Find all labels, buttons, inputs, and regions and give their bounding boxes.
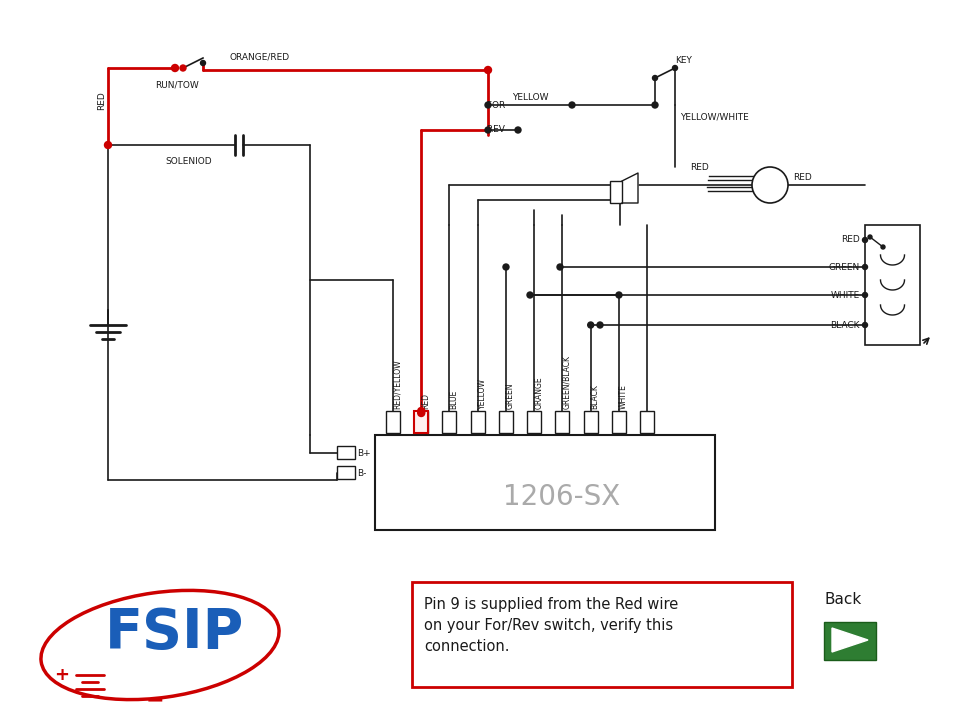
Circle shape — [201, 60, 205, 66]
Circle shape — [418, 410, 424, 416]
Circle shape — [569, 102, 575, 108]
Text: RED: RED — [690, 163, 708, 171]
Bar — [386, 411, 400, 433]
Text: ORANGE: ORANGE — [534, 377, 543, 409]
Circle shape — [418, 408, 424, 415]
Text: S: S — [766, 180, 774, 190]
Circle shape — [862, 292, 868, 297]
Text: B-: B- — [357, 469, 367, 477]
Text: 1: 1 — [644, 423, 650, 432]
Text: YELLOW: YELLOW — [478, 378, 487, 409]
Circle shape — [180, 65, 186, 71]
Bar — [470, 411, 485, 433]
Text: 6: 6 — [503, 423, 509, 432]
Circle shape — [503, 264, 509, 270]
Text: B+: B+ — [357, 449, 371, 457]
Circle shape — [862, 264, 868, 269]
Circle shape — [557, 264, 563, 270]
Circle shape — [515, 127, 521, 133]
Circle shape — [752, 167, 788, 203]
Circle shape — [105, 142, 111, 148]
Text: YELLOW: YELLOW — [512, 93, 548, 102]
Text: FOR: FOR — [484, 101, 505, 109]
Circle shape — [881, 245, 885, 249]
Bar — [375, 435, 715, 530]
Text: RED: RED — [841, 235, 860, 245]
Bar — [337, 466, 355, 479]
Ellipse shape — [41, 590, 279, 700]
Text: SOLENIOD: SOLENIOD — [165, 157, 211, 166]
Circle shape — [527, 292, 533, 298]
Bar — [499, 411, 513, 433]
Circle shape — [485, 66, 492, 73]
Text: +: + — [55, 666, 69, 684]
Circle shape — [868, 235, 872, 239]
Circle shape — [616, 292, 622, 298]
Text: 4: 4 — [560, 423, 565, 432]
Circle shape — [485, 127, 491, 133]
Circle shape — [862, 323, 868, 328]
Text: RED: RED — [793, 173, 812, 182]
Text: ORANGE/RED: ORANGE/RED — [230, 53, 290, 62]
Text: BLACK: BLACK — [590, 384, 600, 409]
Text: 2: 2 — [616, 423, 621, 432]
Circle shape — [653, 76, 658, 81]
Text: YELLOW/WHITE: YELLOW/WHITE — [680, 113, 749, 122]
Circle shape — [862, 238, 868, 243]
Text: 10: 10 — [388, 423, 398, 432]
Text: Pin 9 is supplied from the Red wire
on your For/Rev switch, verify this
connecti: Pin 9 is supplied from the Red wire on y… — [424, 597, 679, 654]
Polygon shape — [622, 173, 638, 203]
Bar — [612, 411, 626, 433]
Polygon shape — [832, 628, 868, 652]
Text: KEY: KEY — [675, 56, 692, 65]
Circle shape — [588, 322, 593, 328]
Text: WHITE: WHITE — [619, 384, 628, 409]
Circle shape — [652, 102, 658, 108]
Bar — [584, 411, 598, 433]
Text: REV: REV — [484, 125, 505, 135]
Bar — [415, 411, 428, 433]
Text: RED: RED — [98, 91, 107, 110]
Text: FSIP: FSIP — [106, 606, 245, 660]
Text: GREEN: GREEN — [506, 382, 515, 409]
Text: 3: 3 — [588, 423, 593, 432]
Bar — [337, 446, 355, 459]
Bar — [556, 411, 569, 433]
Text: 8: 8 — [446, 423, 452, 432]
Text: 5: 5 — [532, 423, 537, 432]
Text: GREEN/BLACK: GREEN/BLACK — [563, 355, 571, 409]
Bar — [527, 411, 541, 433]
Text: RED: RED — [421, 393, 430, 409]
Text: −: − — [146, 690, 164, 710]
Text: RED/YELLOW: RED/YELLOW — [393, 359, 402, 409]
Bar — [415, 411, 428, 433]
Circle shape — [673, 66, 678, 71]
Text: 1206-SX: 1206-SX — [503, 482, 620, 510]
Text: BLUE: BLUE — [449, 390, 459, 409]
Text: Back: Back — [825, 592, 862, 607]
Text: 9: 9 — [419, 423, 424, 432]
Bar — [865, 225, 920, 345]
Circle shape — [597, 322, 603, 328]
Circle shape — [172, 65, 179, 71]
Text: 7: 7 — [475, 423, 480, 432]
Text: GREEN: GREEN — [828, 263, 860, 271]
Bar — [640, 411, 654, 433]
Bar — [412, 582, 792, 687]
Circle shape — [485, 102, 491, 108]
Text: RUN/TOW: RUN/TOW — [155, 80, 199, 89]
Text: BLACK: BLACK — [830, 320, 860, 330]
Text: WHITE: WHITE — [830, 290, 860, 300]
Bar — [610, 181, 622, 203]
Bar — [443, 411, 457, 433]
Bar — [824, 622, 876, 660]
